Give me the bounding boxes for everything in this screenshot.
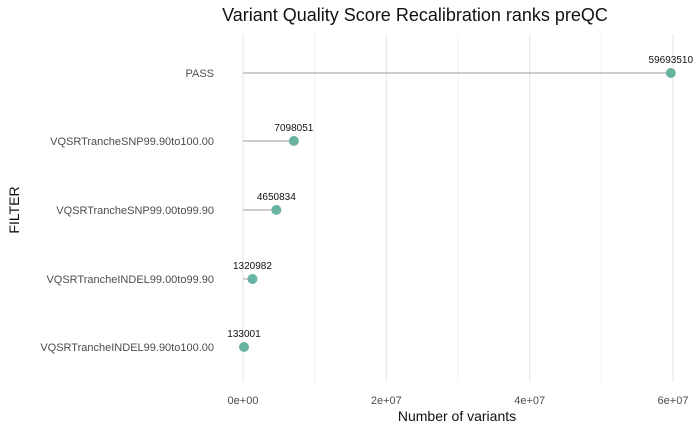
data-point bbox=[238, 342, 249, 352]
y-category-label: VQSRTrancheINDEL99.90to100.00 bbox=[40, 342, 214, 354]
chart-title: Variant Quality Score Recalibration rank… bbox=[222, 5, 608, 25]
x-tick-label: 4e+07 bbox=[514, 395, 545, 407]
data-point bbox=[288, 136, 299, 146]
y-category-label: VQSRTrancheSNP99.00to99.90 bbox=[56, 205, 214, 217]
data-value-label: 59693510 bbox=[649, 55, 694, 66]
data-value-label: 4650834 bbox=[257, 192, 296, 203]
points bbox=[238, 68, 676, 352]
y-category-label: VQSRTrancheSNP99.90to100.00 bbox=[50, 136, 214, 148]
x-tick-label: 0e+00 bbox=[228, 395, 259, 407]
data-labels: 59693510 7098051 4650834 1320982 133001 bbox=[227, 55, 693, 340]
data-value-label: 133001 bbox=[227, 329, 261, 340]
x-tick-label: 2e+07 bbox=[371, 395, 402, 407]
y-category-label: PASS bbox=[185, 68, 214, 80]
data-value-label: 7098051 bbox=[274, 123, 313, 134]
stems bbox=[243, 72, 671, 348]
data-point bbox=[271, 205, 282, 215]
y-category-label: VQSRTrancheINDEL99.00to99.90 bbox=[46, 274, 214, 286]
data-point bbox=[247, 274, 258, 284]
y-axis-title: FILTER bbox=[6, 186, 22, 233]
grid bbox=[242, 34, 674, 382]
x-tick-label: 6e+07 bbox=[658, 395, 689, 407]
x-axis-title: Number of variants bbox=[398, 408, 516, 424]
y-axis-category-labels: PASS VQSRTrancheSNP99.90to100.00 VQSRTranc… bbox=[40, 68, 214, 354]
data-value-label: 1320982 bbox=[233, 261, 272, 272]
x-axis-tick-labels: 0e+00 2e+07 4e+07 6e+07 bbox=[228, 395, 689, 407]
data-point bbox=[665, 68, 676, 78]
